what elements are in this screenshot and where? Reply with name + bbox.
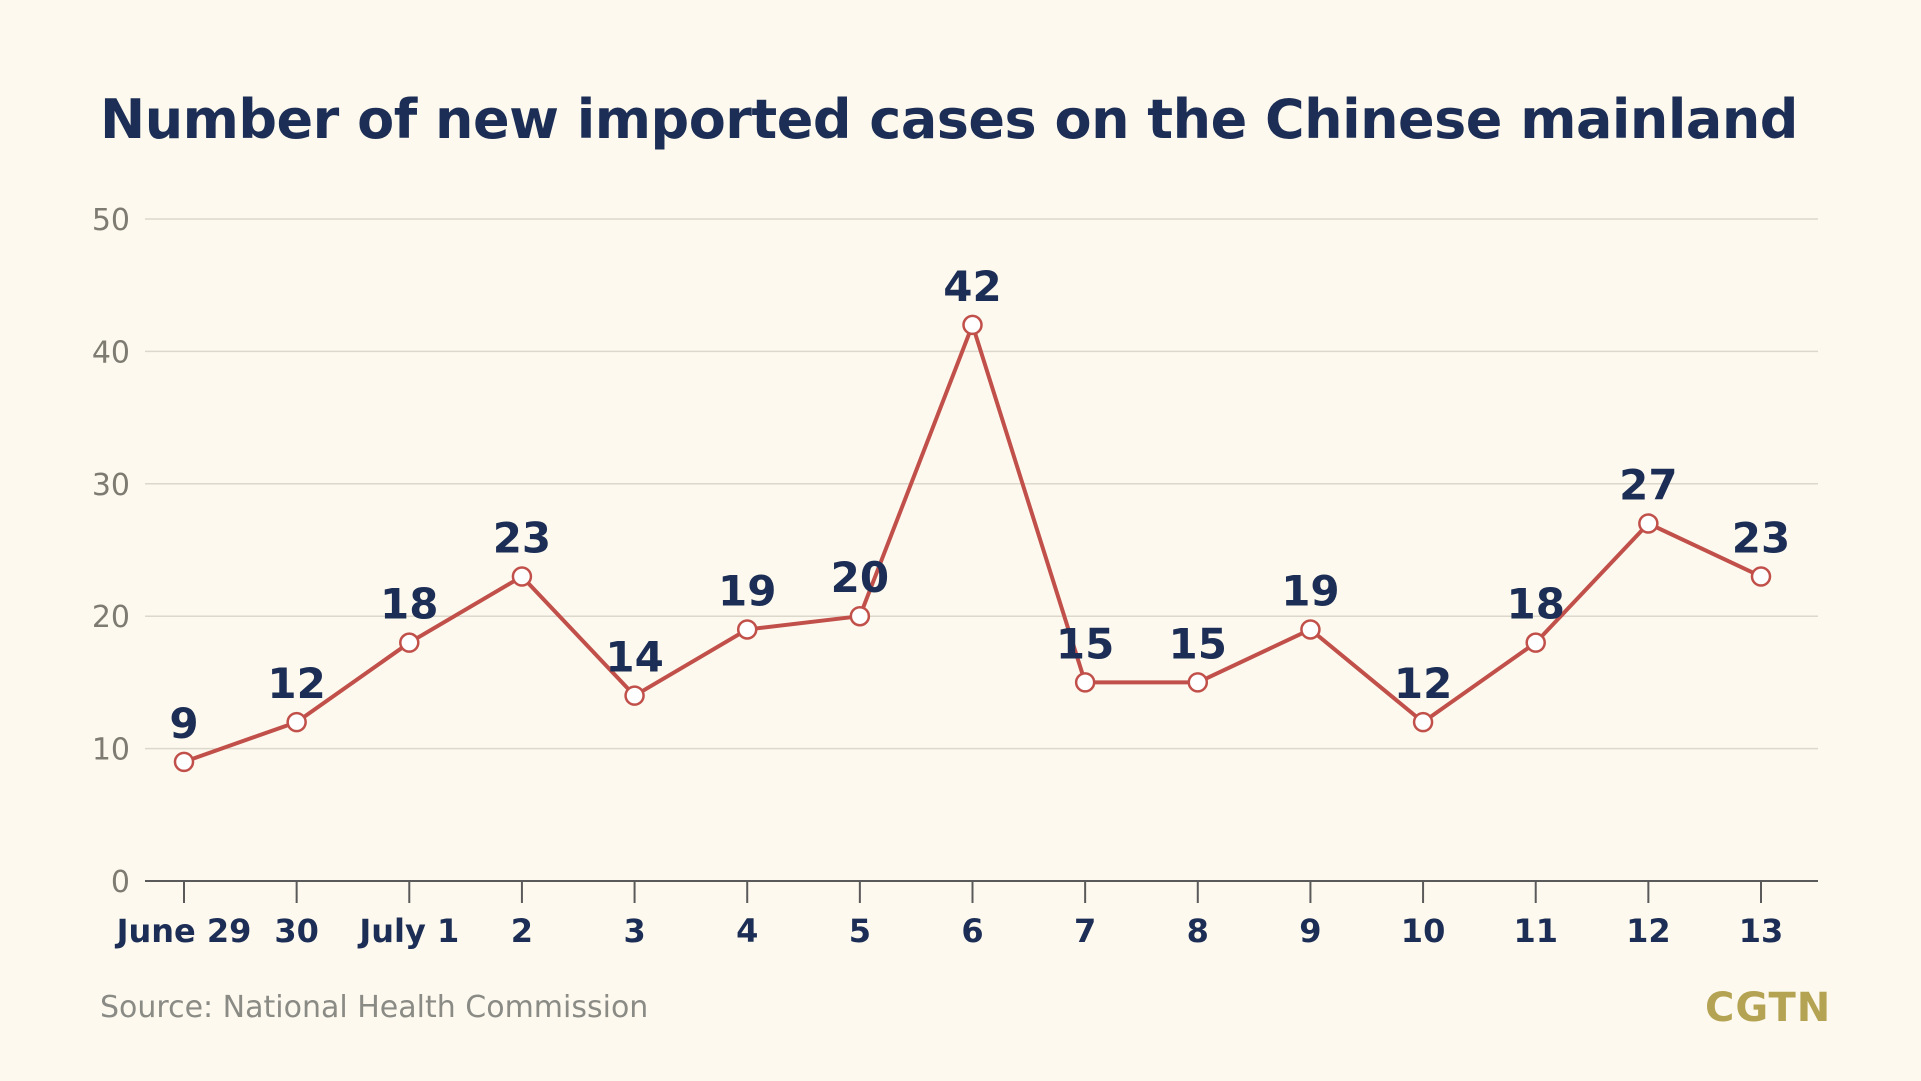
x-tick-label: 8 — [1187, 912, 1209, 950]
cgtn-logo: CGTN — [1705, 985, 1832, 1031]
y-tick-label: 0 — [111, 865, 130, 900]
y-tick-label: 10 — [92, 733, 130, 768]
data-point — [1300, 619, 1321, 640]
chart-title: Number of new imported cases on the Chin… — [100, 88, 1798, 151]
data-label: 14 — [605, 633, 663, 682]
data-label: 18 — [1506, 580, 1564, 629]
data-point — [1412, 711, 1434, 733]
x-tick-label: 2 — [511, 912, 533, 950]
data-label: 23 — [1732, 513, 1790, 562]
y-tick-label: 50 — [92, 203, 130, 238]
data-label: 19 — [718, 566, 776, 615]
data-point — [1525, 632, 1546, 653]
data-label: 23 — [493, 513, 551, 562]
x-tick-label: 9 — [1299, 912, 1321, 950]
data-label: 18 — [380, 580, 438, 629]
x-tick-label: July 1 — [357, 912, 459, 950]
x-tick-label: 3 — [623, 912, 645, 950]
x-tick-label: June 29 — [115, 912, 252, 950]
x-tick-label: 10 — [1401, 912, 1446, 950]
data-point — [736, 619, 758, 640]
x-tick-label: 4 — [736, 912, 758, 950]
x-axis-ticks: June 29 30 July 1 2 3 4 5 6 7 8 9 10 11 12 13 — [115, 881, 1784, 950]
y-tick-label: 20 — [92, 600, 130, 635]
data-point — [173, 751, 195, 773]
x-tick-label: 30 — [274, 912, 319, 950]
data-point — [399, 632, 420, 653]
data-labels: 9 12 18 23 14 19 20 42 15 15 19 12 18 27 23 — [169, 262, 1790, 748]
x-tick-label: 5 — [849, 912, 871, 950]
x-tick-label: 6 — [961, 912, 983, 950]
x-tick-label: 7 — [1074, 912, 1096, 950]
data-label: 12 — [267, 659, 325, 708]
data-label: 15 — [1056, 619, 1114, 668]
x-tick-label: 13 — [1739, 912, 1784, 950]
data-point — [1750, 566, 1772, 587]
data-point — [1074, 672, 1096, 693]
data-label: 15 — [1169, 619, 1227, 668]
y-tick-label: 40 — [92, 335, 130, 370]
source-note: Source: National Health Commission — [100, 990, 649, 1025]
y-axis-ticks: 0 10 20 30 40 50 — [92, 203, 130, 900]
data-label: 9 — [169, 699, 198, 748]
data-point — [849, 605, 871, 627]
data-label: 27 — [1619, 461, 1677, 510]
data-label: 42 — [943, 262, 1001, 311]
data-point — [511, 566, 533, 587]
data-label: 20 — [831, 553, 889, 602]
x-tick-label: 11 — [1513, 912, 1558, 950]
x-tick-label: 12 — [1626, 912, 1671, 950]
data-point — [1187, 672, 1209, 693]
data-points — [173, 314, 1772, 773]
y-tick-label: 30 — [92, 468, 130, 503]
data-point — [286, 711, 307, 733]
data-label: 12 — [1394, 659, 1452, 708]
data-point — [1638, 513, 1659, 534]
data-point — [962, 314, 983, 336]
data-point — [624, 685, 645, 706]
series-line — [183, 322, 1762, 764]
data-label: 19 — [1281, 566, 1339, 615]
